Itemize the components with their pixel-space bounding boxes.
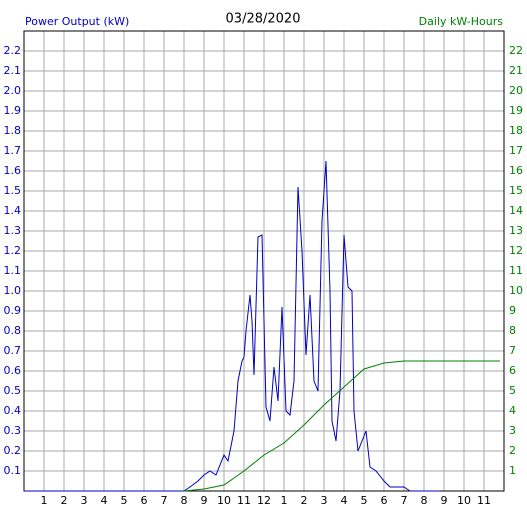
y2-tick-label: 16 (509, 164, 523, 177)
y2-tick-label: 7 (509, 344, 516, 357)
y2-tick-label: 13 (509, 224, 523, 237)
y2-tick-label: 11 (509, 264, 523, 277)
x-tick-label: 10 (217, 494, 231, 507)
y2-tick-label: 18 (509, 124, 523, 137)
y2-tick-label: 22 (509, 44, 523, 57)
y2-tick-label: 2 (509, 444, 516, 457)
y2-tick-label: 4 (509, 404, 516, 417)
y2-tick-label: 20 (509, 84, 523, 97)
y2-tick-label: 5 (509, 384, 516, 397)
y-tick-label: 2.0 (4, 84, 22, 97)
y-tick-label: 1.6 (4, 164, 22, 177)
y-axis-label: Power Output (kW) (25, 15, 129, 28)
x-tick-label: 12 (257, 494, 271, 507)
y2-tick-label: 6 (509, 364, 516, 377)
x-tick-label: 4 (341, 494, 348, 507)
x-tick-label: 5 (121, 494, 128, 507)
y2-axis-label: Daily kW-Hours (419, 15, 504, 28)
x-tick-label: 2 (61, 494, 68, 507)
y-tick-label: 0.9 (4, 304, 22, 317)
chart-title: 03/28/2020 (226, 12, 301, 27)
x-tick-label: 1 (41, 494, 48, 507)
x-tick-label: 6 (381, 494, 388, 507)
y2-tick-label: 17 (509, 144, 523, 157)
y-tick-label: 0.1 (4, 464, 22, 477)
y-tick-label: 1.0 (4, 284, 22, 297)
x-tick-label: 10 (457, 494, 471, 507)
x-tick-label: 1 (281, 494, 288, 507)
y-tick-label: 1.7 (4, 144, 22, 157)
series-line (24, 160, 440, 492)
y-tick-label: 1.9 (4, 104, 22, 117)
x-tick-label: 11 (237, 494, 251, 507)
x-tick-label: 2 (301, 494, 308, 507)
x-tick-label: 6 (141, 494, 148, 507)
y-tick-label: 1.5 (4, 184, 22, 197)
y-tick-label: 2.2 (4, 44, 22, 57)
x-tick-label: 5 (361, 494, 368, 507)
y-tick-label: 0.8 (4, 324, 22, 337)
y2-tick-label: 8 (509, 324, 516, 337)
y2-tick-label: 14 (509, 204, 523, 217)
y2-tick-label: 12 (509, 244, 523, 257)
y2-tick-label: 3 (509, 424, 516, 437)
x-tick-label: 7 (161, 494, 168, 507)
y2-tick-label: 9 (509, 304, 516, 317)
y-tick-label: 1.1 (4, 264, 22, 277)
y-tick-label: 0.3 (4, 424, 22, 437)
y-tick-label: 0.5 (4, 384, 22, 397)
x-tick-label: 9 (441, 494, 448, 507)
y-tick-label: 1.4 (4, 204, 22, 217)
y-tick-label: 0.2 (4, 444, 22, 457)
x-tick-label: 9 (201, 494, 208, 507)
y-tick-label: 0.4 (4, 404, 22, 417)
y2-tick-label: 21 (509, 64, 523, 77)
x-tick-label: 8 (181, 494, 188, 507)
y-tick-label: 1.2 (4, 244, 22, 257)
x-tick-label: 7 (401, 494, 408, 507)
y-tick-label: 1.3 (4, 224, 22, 237)
y-tick-label: 2.1 (4, 64, 22, 77)
y2-tick-label: 10 (509, 284, 523, 297)
x-tick-label: 8 (421, 494, 428, 507)
y2-tick-label: 1 (509, 464, 516, 477)
y2-tick-label: 19 (509, 104, 523, 117)
y-tick-label: 0.6 (4, 364, 22, 377)
series-line (183, 360, 500, 492)
x-tick-label: 4 (101, 494, 108, 507)
x-tick-label: 11 (477, 494, 491, 507)
x-tick-label: 3 (81, 494, 88, 507)
plot-frame (23, 30, 505, 492)
y-tick-label: 1.8 (4, 124, 22, 137)
x-tick-label: 3 (321, 494, 328, 507)
y-tick-label: 0.7 (4, 344, 22, 357)
y2-tick-label: 15 (509, 184, 523, 197)
